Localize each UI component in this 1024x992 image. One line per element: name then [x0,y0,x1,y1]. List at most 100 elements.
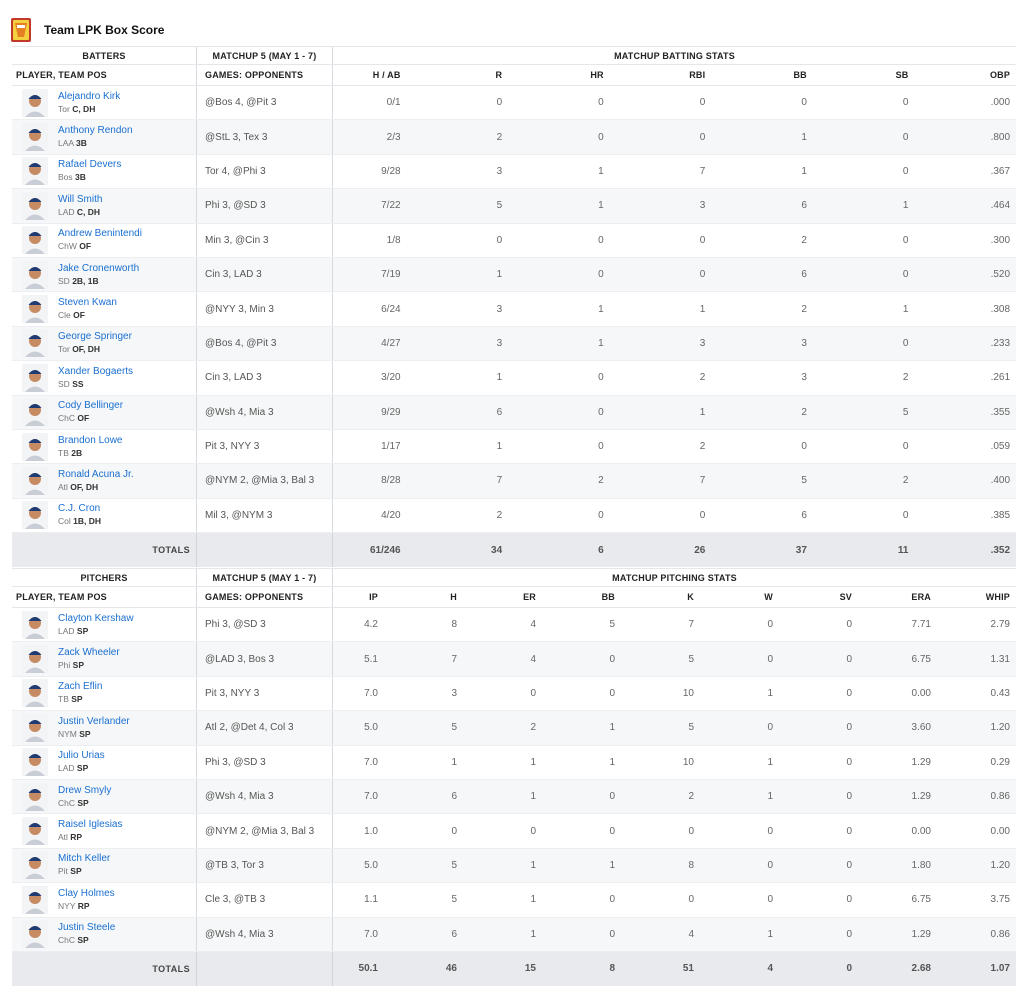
player-info: Raisel Iglesias Atl RP [58,819,122,843]
stat-cell: 3 [801,337,807,349]
stat-cell: .233 [990,337,1011,349]
player-name-link[interactable]: Cody Bellinger [58,400,124,412]
player-name-link[interactable]: Julio Urias [58,750,105,762]
player-name-link[interactable]: C.J. Cron [58,503,101,515]
total-cell: 34 [491,544,503,556]
stat-cell: 0 [530,687,536,699]
player-name-link[interactable]: Drew Smyly [58,784,112,796]
stat-cell: 0 [801,441,807,453]
player-name-link[interactable]: Andrew Benintendi [58,228,142,240]
player-name-link[interactable]: Steven Kwan [58,297,117,309]
stat-cell: 1 [767,756,773,768]
table-row: Jake Cronenworth SD 2B, 1B Cin 3, LAD 3 7/1… [12,257,1016,293]
player-name-link[interactable]: Will Smith [58,193,103,205]
stat-header: ER [523,592,536,602]
stat-cell: 2 [496,131,503,143]
stat-cell: 7.0 [364,928,378,940]
table-row: Anthony Rendon LAA 3B @StL 3, Tex 3 2/3 2 0 0 1… [12,120,1016,155]
stat-cell: 3 [496,165,503,177]
player-name-link[interactable]: Brandon Lowe [58,434,123,446]
pitching-totals-row: TOTALS 50.1 46 15 8 51 4 0 2.68 1.07 [12,951,1016,986]
stat-header: IP [369,592,378,602]
player-cell: Justin Steele ChC SP [12,918,196,951]
games-opponents-cell: @NYM 2, @Mia 3, Bal 3 [196,464,333,498]
player-name-link[interactable]: Clayton Kershaw [58,612,134,624]
player-team: Tor [58,344,70,355]
games-opponents-cell: @Wsh 4, Mia 3 [196,395,333,429]
player-name-link[interactable]: Alejandro Kirk [58,90,121,102]
stat-cell: 7.0 [364,687,378,699]
player-name-link[interactable]: Justin Steele [58,922,116,934]
stats-group: 4/27 3 1 3 3 0 .233 [333,327,1016,360]
stat-cell: 0 [598,234,604,246]
stat-cell: 2 [598,475,604,487]
player-name-link[interactable]: Xander Bogaerts [58,365,134,377]
stats-group: 5.0 5 1 1 8 0 0 1.80 1.20 [333,849,1016,882]
stat-cell: 10 [682,756,694,768]
stats-group: 7.0 3 0 0 10 1 0 0.00 0.43 [333,677,1016,710]
total-cell: 15 [524,963,536,975]
player-team-pos: LAA 3B [58,137,133,149]
stat-cell: 1 [767,928,773,940]
player-position: OF, DH [72,344,101,355]
table-row: Xander Bogaerts SD SS Cin 3, LAD 3 3/20 1 0 2 3… [12,361,1016,396]
games-opponents-cell: Phi 3, @SD 3 [196,745,333,779]
player-team-pos: Atl OF, DH [58,481,134,493]
stat-cell: 0.86 [990,791,1010,803]
stat-cell: 2 [496,509,503,521]
player-team: SD [58,275,70,286]
total-cell: 11 [897,544,909,556]
stat-cell: 6 [801,509,807,521]
player-cell: Raisel Iglesias Atl RP [12,814,196,847]
stat-cell: 0 [496,97,503,109]
stat-cell: 0 [767,619,773,631]
stat-cell: 5.1 [364,653,378,665]
stat-cell: 6.75 [911,894,931,906]
player-team-pos: Cle OF [58,309,117,321]
batting-totals: 61/246 34 6 26 37 11 .352 [333,533,1016,567]
stat-cell: .261 [990,372,1011,384]
stat-cell: 0.43 [990,687,1010,699]
player-name-link[interactable]: Justin Verlander [58,715,130,727]
stat-header: R [495,70,503,80]
player-cell: George Springer Tor OF, DH [12,327,196,360]
player-name-link[interactable]: Rafael Devers [58,159,122,171]
player-position: SP [79,728,91,739]
player-name-link[interactable]: Raisel Iglesias [58,819,123,831]
stat-cell: 7.0 [364,756,378,768]
games-opponents-cell: Pit 3, NYY 3 [196,676,333,711]
stats-group: 7/19 1 0 0 6 0 .520 [333,258,1016,291]
stats-group: 5.0 5 2 1 5 0 0 3.60 1.20 [333,711,1016,744]
batting-totals-row: TOTALS 61/246 34 6 26 37 11 .352 [12,533,1016,568]
stat-cell: 7.71 [911,619,931,631]
player-name-link[interactable]: Jake Cronenworth [58,262,140,274]
player-name-link[interactable]: Zach Eflin [58,681,103,693]
total-cell: 46 [445,963,457,975]
stat-cell: 1 [801,131,807,143]
stat-cell: 1 [530,928,536,940]
stat-cell: 0 [699,234,706,246]
stat-cell: 1 [598,337,604,349]
stat-cell: 0 [767,653,773,665]
player-team: Bos [58,172,73,183]
stat-cell: 0 [699,509,706,521]
player-name-link[interactable]: Zack Wheeler [58,647,120,659]
stat-cell: 1 [496,269,503,281]
stat-header: BB [601,592,615,602]
player-headshot-icon [22,398,48,427]
stat-cell: 2 [699,441,706,453]
player-position: 2B [71,447,83,458]
table-row: Zach Eflin TB SP Pit 3, NYY 3 7.0 3 0 0 10 1 0 0.0… [12,676,1016,712]
player-name-link[interactable]: George Springer [58,331,132,343]
player-team: ChW [58,241,77,252]
player-position: C, DH [72,103,96,114]
stat-cell: 0 [688,894,694,906]
player-cell: Julio Urias LAD SP [12,746,196,779]
player-name-link[interactable]: Clay Holmes [58,887,115,899]
player-name-link[interactable]: Anthony Rendon [58,125,133,137]
player-name-link[interactable]: Ronald Acuna Jr. [58,468,134,480]
player-cell: Rafael Devers Bos 3B [12,155,196,188]
player-name-link[interactable]: Mitch Keller [58,853,111,865]
totals-games-cell [196,533,333,568]
stat-cell: 0 [846,687,852,699]
